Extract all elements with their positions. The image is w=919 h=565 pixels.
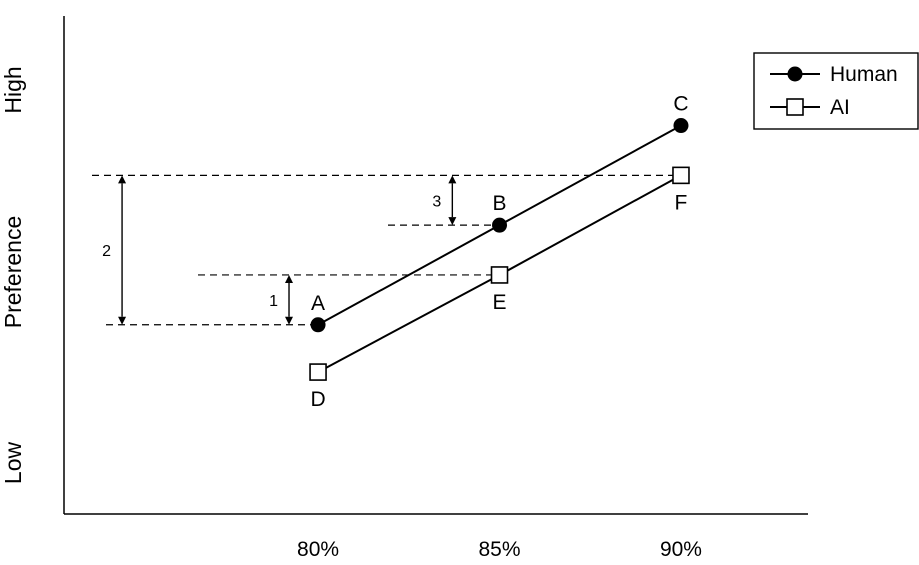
point-label: A <box>311 292 325 315</box>
legend-ai-marker <box>786 98 804 116</box>
difference-arrows: 1 2 3 <box>102 175 457 325</box>
reference-dashed-lines <box>92 174 681 326</box>
legend-items: Human AI <box>770 63 898 119</box>
legend: Human AI <box>753 52 919 130</box>
difference-arrow: 1 <box>269 274 294 325</box>
y-axis-label: Preference <box>0 216 26 329</box>
legend-box <box>753 52 919 130</box>
series-layer: A B C D E F <box>309 93 690 411</box>
arrow-head-up <box>118 175 127 184</box>
legend-label: AI <box>830 96 850 119</box>
arrow-head-up <box>285 274 294 283</box>
arrow-head-down <box>118 316 127 325</box>
legend-label: Human <box>830 63 898 86</box>
point-label: F <box>675 191 688 214</box>
arrow-head-down <box>285 316 294 325</box>
ai-point-marker <box>309 363 327 381</box>
ai-point-marker <box>672 166 690 185</box>
arrow-head-up <box>448 175 457 184</box>
x-tick-label: 80% <box>297 538 339 561</box>
arrow-label: 1 <box>269 293 278 310</box>
ai-point-marker <box>490 266 509 284</box>
point-label: D <box>310 388 325 411</box>
human-point-marker <box>673 118 689 134</box>
point-label: B <box>493 192 507 215</box>
human-point-marker <box>492 217 508 233</box>
y-low-label: Low <box>0 442 26 485</box>
y-high-label: High <box>0 66 26 113</box>
legend-human-marker <box>787 66 803 82</box>
point-label: C <box>673 93 688 116</box>
arrow-label: 2 <box>102 243 111 260</box>
arrow-label: 3 <box>432 193 441 210</box>
difference-arrow: 2 <box>102 175 127 325</box>
arrow-head-down <box>448 217 457 226</box>
x-tick-labels: 80% 85% 90% <box>297 538 702 561</box>
x-tick-label: 85% <box>478 538 520 561</box>
human-point-marker <box>310 317 326 333</box>
x-tick-label: 90% <box>660 538 702 561</box>
point-label: E <box>493 291 507 314</box>
difference-arrow: 3 <box>432 175 457 226</box>
